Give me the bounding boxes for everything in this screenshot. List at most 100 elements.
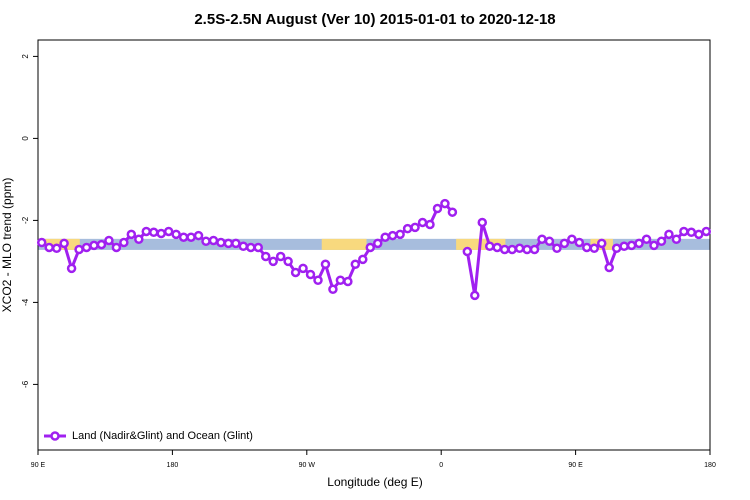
data-point xyxy=(238,241,249,251)
data-point xyxy=(507,244,517,255)
data-point xyxy=(656,236,667,247)
data-point xyxy=(111,242,122,253)
data-point xyxy=(596,238,607,249)
data-point xyxy=(156,228,166,239)
legend-label: Land (Nadir&Glint) and Ocean (Glint) xyxy=(72,430,253,442)
data-point xyxy=(96,239,107,250)
data-point xyxy=(231,238,241,249)
data-point xyxy=(193,230,204,241)
data-point xyxy=(186,232,196,242)
data-point xyxy=(275,251,286,262)
data-point xyxy=(589,243,600,254)
data-point xyxy=(574,237,585,248)
data-point xyxy=(44,242,54,253)
data-point xyxy=(477,217,488,228)
data-point xyxy=(634,238,644,249)
data-point xyxy=(582,242,592,253)
data-point xyxy=(544,236,555,247)
data-point xyxy=(447,207,458,217)
data-point xyxy=(201,236,211,247)
data-point xyxy=(499,244,510,255)
data-point xyxy=(66,263,77,274)
data-point xyxy=(148,227,159,238)
data-point xyxy=(701,226,712,237)
x-tick-label: 90 E xyxy=(31,462,46,469)
data-point xyxy=(260,251,271,262)
data-point xyxy=(559,238,570,249)
data-point xyxy=(283,256,293,267)
data-point xyxy=(253,242,264,253)
chart-title: 2.5S-2.5N August (Ver 10) 2015-01-01 to … xyxy=(194,11,555,28)
data-point xyxy=(425,219,435,230)
data-point xyxy=(208,235,219,246)
data-point xyxy=(619,241,629,251)
data-point xyxy=(89,240,99,251)
data-point xyxy=(81,242,92,253)
y-tick-label: 2 xyxy=(21,54,30,59)
data-point xyxy=(462,246,473,257)
data-point xyxy=(290,267,301,278)
data-point xyxy=(328,284,338,295)
y-axis-title: XCO2 - MLO trend (ppm) xyxy=(0,178,14,313)
data-point xyxy=(395,229,405,240)
x-tick-label: 90 E xyxy=(568,462,583,469)
x-axis-title: Longitude (deg E) xyxy=(327,475,422,489)
data-point xyxy=(246,242,256,253)
data-point xyxy=(36,237,47,248)
data-point xyxy=(223,238,234,249)
data-point xyxy=(514,243,525,254)
data-point xyxy=(365,242,376,253)
data-point xyxy=(134,234,144,245)
data-point xyxy=(358,254,368,265)
y-tick-label: -4 xyxy=(21,298,30,306)
y-tick-label: -6 xyxy=(21,380,30,388)
data-point xyxy=(163,226,174,237)
x-tick-label: 0 xyxy=(439,462,443,469)
data-point xyxy=(440,198,450,209)
data-point xyxy=(104,235,114,246)
data-point xyxy=(679,226,689,237)
data-point xyxy=(529,244,540,255)
data-point xyxy=(470,290,480,301)
data-point xyxy=(305,269,316,280)
data-point xyxy=(380,232,390,242)
x-tick-label: 90 W xyxy=(299,462,316,469)
x-tick-label: 180 xyxy=(167,462,179,469)
y-tick-label: -2 xyxy=(21,216,30,224)
data-point xyxy=(268,256,278,267)
data-point xyxy=(343,276,353,287)
data-point xyxy=(350,259,361,270)
data-point xyxy=(119,237,129,248)
data-point xyxy=(611,243,622,254)
data-point xyxy=(522,244,532,255)
data-point xyxy=(178,232,189,242)
data-point xyxy=(432,203,443,214)
data-point xyxy=(410,222,420,233)
y-tick-label: 0 xyxy=(21,136,30,141)
data-point xyxy=(641,234,652,245)
data-point xyxy=(484,241,495,251)
data-point xyxy=(59,238,69,249)
data-point xyxy=(335,275,346,286)
data-point xyxy=(567,234,577,245)
data-point xyxy=(417,217,428,228)
data-point xyxy=(171,229,181,240)
data-point xyxy=(552,243,562,254)
data-point xyxy=(216,237,226,248)
data-point xyxy=(298,263,308,274)
data-point xyxy=(492,242,502,253)
legend-marker xyxy=(50,431,60,441)
data-point xyxy=(664,229,674,240)
data-point xyxy=(313,275,323,286)
data-point xyxy=(626,240,637,251)
data-point xyxy=(604,262,614,273)
data-point xyxy=(74,244,84,255)
data-point xyxy=(671,234,682,245)
data-point xyxy=(320,259,331,270)
data-point xyxy=(686,227,697,238)
data-point xyxy=(402,223,413,234)
data-point xyxy=(126,229,137,240)
data-point xyxy=(649,240,659,251)
data-point xyxy=(51,243,62,254)
